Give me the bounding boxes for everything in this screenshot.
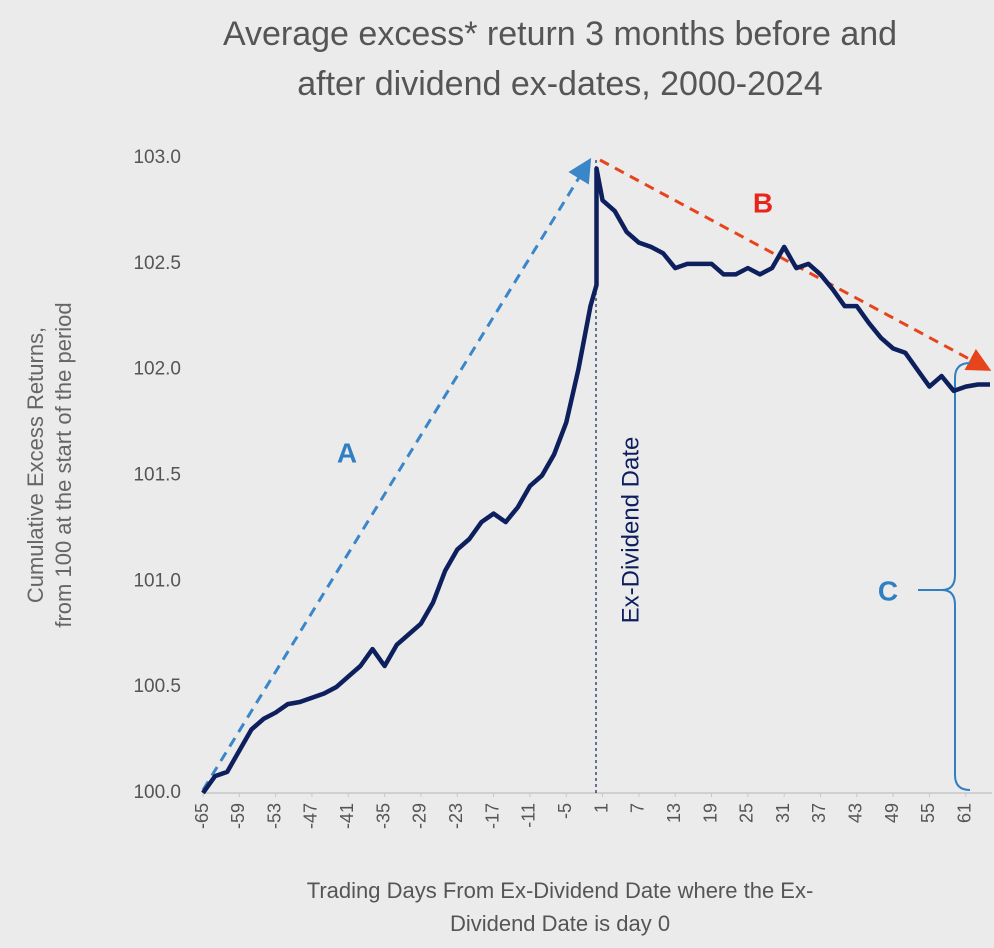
x-tick-label: -35 bbox=[373, 803, 393, 829]
y-tick-label: 102.5 bbox=[133, 253, 181, 274]
arrow-a bbox=[201, 157, 592, 791]
x-tick-label: 55 bbox=[918, 803, 938, 823]
x-tick-label: 25 bbox=[737, 803, 757, 823]
x-axis-label: Dividend Date is day 0 bbox=[450, 911, 670, 936]
annotation-c: C bbox=[878, 575, 898, 606]
x-tick-label: 1 bbox=[591, 803, 611, 813]
ex-date-label: Ex-Dividend Date bbox=[617, 437, 644, 624]
x-tick-label: 7 bbox=[628, 803, 648, 813]
y-axis-label: Cumulative Excess Returns, from 100 at t… bbox=[23, 302, 76, 627]
x-axis-label: Trading Days From Ex-Dividend Date where… bbox=[307, 878, 814, 903]
x-tick-label: 37 bbox=[809, 803, 829, 823]
chart-title: Average excess* return 3 months before a… bbox=[223, 15, 897, 53]
x-tick-label: -65 bbox=[192, 803, 212, 829]
x-tick-label: 61 bbox=[955, 803, 975, 823]
x-tick-label: -11 bbox=[519, 803, 539, 828]
chart-title: after dividend ex-dates, 2000-2024 bbox=[297, 65, 822, 103]
y-tick-label: 103.0 bbox=[133, 147, 181, 168]
brace-c bbox=[918, 362, 971, 791]
y-tick-label: 102.0 bbox=[133, 359, 181, 380]
x-tick-label: -47 bbox=[301, 803, 321, 829]
x-tick-label: 13 bbox=[664, 803, 684, 823]
y-tick-label: 100.0 bbox=[133, 782, 181, 803]
y-axis-label-line: from 100 at the start of the period bbox=[51, 302, 76, 627]
annotation-b: B bbox=[753, 187, 773, 218]
x-tick-label: -29 bbox=[410, 803, 430, 829]
y-axis-label-line: Cumulative Excess Returns, bbox=[23, 327, 48, 603]
x-tick-label: -59 bbox=[228, 803, 248, 829]
x-tick-label: -41 bbox=[337, 803, 357, 829]
x-tick-label: 31 bbox=[773, 803, 793, 823]
x-tick-label: -23 bbox=[446, 803, 466, 829]
y-tick-label: 100.5 bbox=[133, 676, 181, 697]
x-tick-label: -5 bbox=[555, 803, 575, 819]
data-line bbox=[201, 166, 990, 795]
x-tick-label: -53 bbox=[264, 803, 284, 829]
annotation-a: A bbox=[337, 437, 357, 468]
x-tick-label: -17 bbox=[482, 803, 502, 829]
arrow-b bbox=[599, 158, 992, 371]
x-tick-label: 49 bbox=[882, 803, 902, 823]
x-tick-label: 19 bbox=[700, 803, 720, 823]
y-tick-label: 101.0 bbox=[133, 570, 181, 591]
x-tick-label: 43 bbox=[846, 803, 866, 823]
y-tick-label: 101.5 bbox=[133, 465, 181, 486]
